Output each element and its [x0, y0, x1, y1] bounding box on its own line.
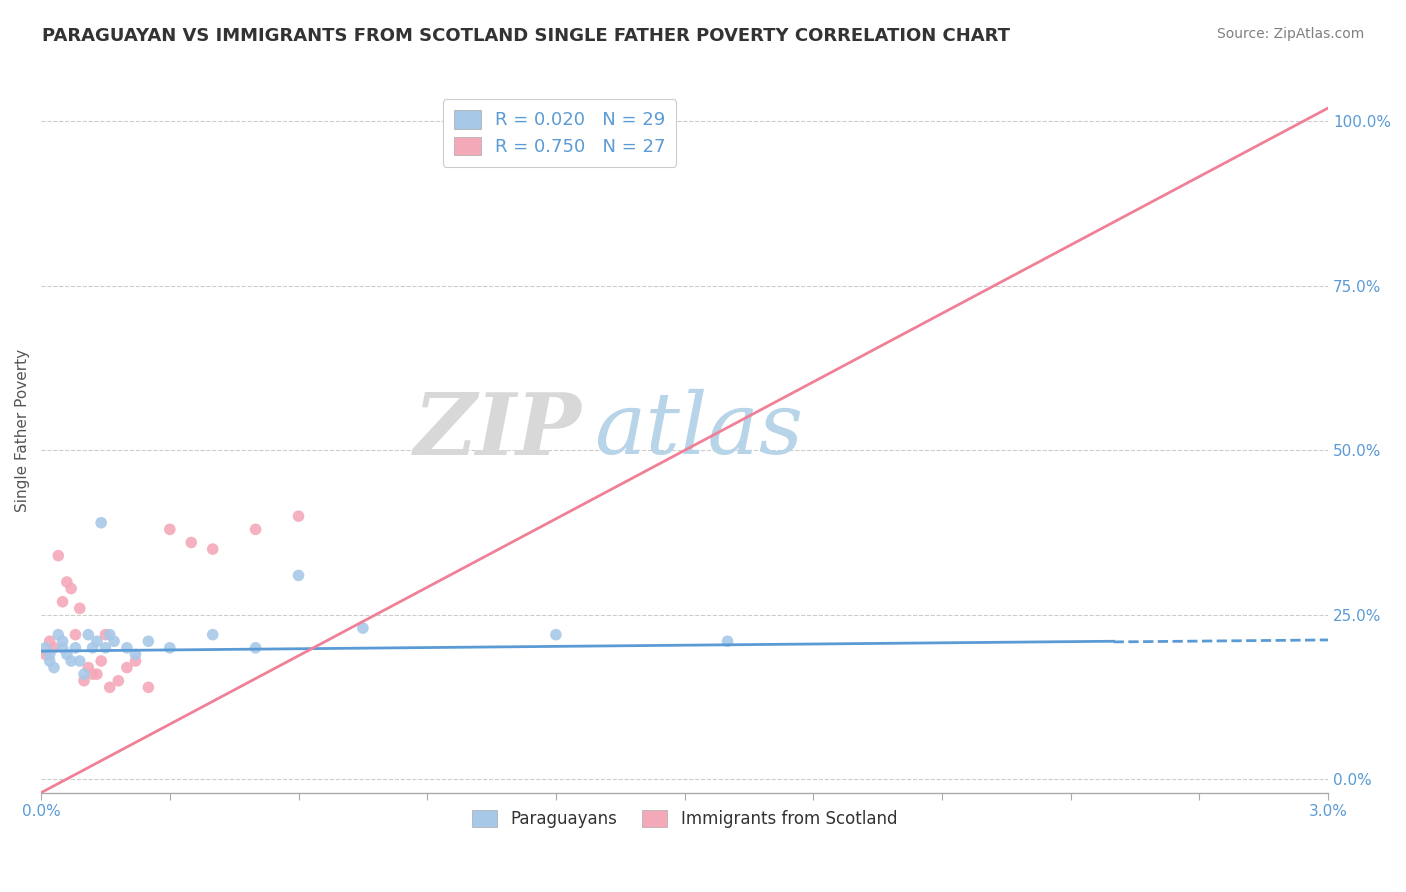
- Point: [245, 522, 267, 536]
- Point: [82, 640, 104, 655]
- Point: [287, 568, 309, 582]
- Point: [34, 648, 56, 662]
- Point: [90, 654, 112, 668]
- Point: [115, 640, 138, 655]
- Point: [287, 509, 309, 524]
- Point: [38, 634, 60, 648]
- Point: [201, 542, 224, 557]
- Point: [94, 640, 117, 655]
- Point: [69, 601, 91, 615]
- Point: [90, 516, 112, 530]
- Text: Source: ZipAtlas.com: Source: ZipAtlas.com: [1216, 27, 1364, 41]
- Point: [46, 549, 69, 563]
- Point: [42, 660, 65, 674]
- Point: [544, 628, 567, 642]
- Point: [86, 634, 108, 648]
- Point: [588, 114, 610, 128]
- Point: [51, 634, 73, 648]
- Point: [38, 654, 60, 668]
- Point: [60, 654, 83, 668]
- Point: [94, 628, 117, 642]
- Point: [180, 535, 202, 549]
- Point: [138, 634, 160, 648]
- Point: [65, 640, 87, 655]
- Point: [124, 654, 146, 668]
- Point: [42, 640, 65, 655]
- Point: [86, 667, 108, 681]
- Point: [159, 522, 181, 536]
- Point: [46, 628, 69, 642]
- Point: [82, 667, 104, 681]
- Point: [716, 634, 738, 648]
- Point: [51, 595, 73, 609]
- Point: [51, 640, 73, 655]
- Point: [138, 681, 160, 695]
- Legend: Paraguayans, Immigrants from Scotland: Paraguayans, Immigrants from Scotland: [465, 804, 904, 835]
- Point: [437, 114, 460, 128]
- Point: [60, 582, 83, 596]
- Point: [34, 640, 56, 655]
- Point: [98, 628, 121, 642]
- Point: [77, 628, 100, 642]
- Point: [65, 628, 87, 642]
- Point: [107, 673, 129, 688]
- Point: [103, 634, 125, 648]
- Point: [201, 628, 224, 642]
- Point: [352, 621, 374, 635]
- Point: [56, 574, 79, 589]
- Point: [159, 640, 181, 655]
- Point: [115, 660, 138, 674]
- Point: [38, 648, 60, 662]
- Point: [56, 648, 79, 662]
- Y-axis label: Single Father Poverty: Single Father Poverty: [15, 349, 30, 512]
- Point: [73, 667, 96, 681]
- Point: [245, 640, 267, 655]
- Point: [73, 673, 96, 688]
- Point: [77, 660, 100, 674]
- Point: [98, 681, 121, 695]
- Text: PARAGUAYAN VS IMMIGRANTS FROM SCOTLAND SINGLE FATHER POVERTY CORRELATION CHART: PARAGUAYAN VS IMMIGRANTS FROM SCOTLAND S…: [42, 27, 1010, 45]
- Text: ZIP: ZIP: [413, 389, 582, 473]
- Text: atlas: atlas: [595, 389, 804, 472]
- Point: [124, 648, 146, 662]
- Point: [69, 654, 91, 668]
